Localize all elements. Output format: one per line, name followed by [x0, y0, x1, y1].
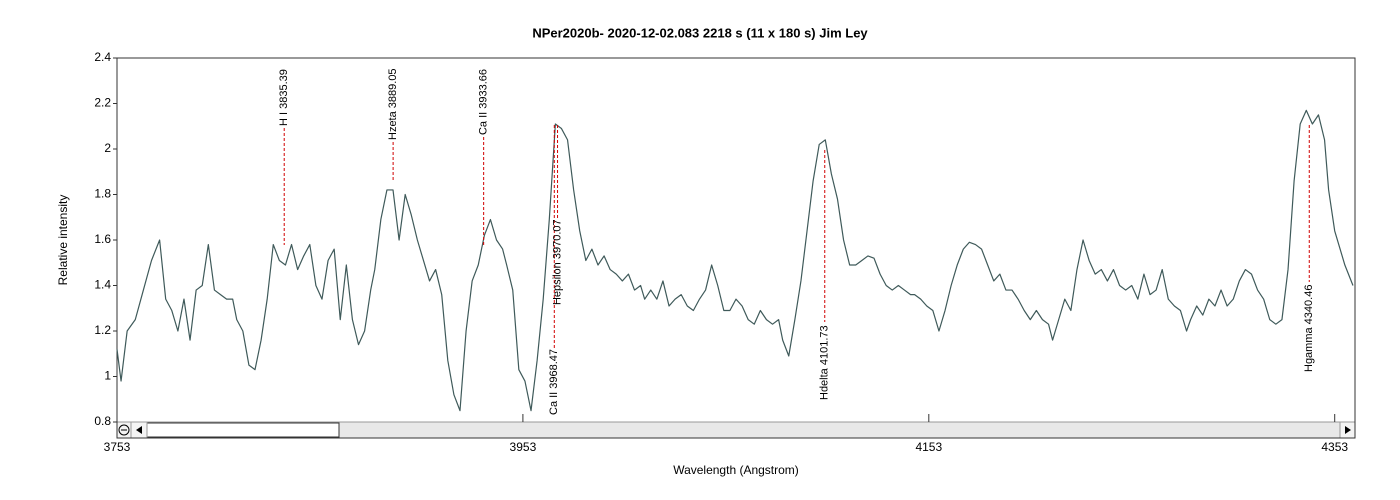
scroll-thumb[interactable] [146, 422, 340, 438]
x-tick-label: 4353 [1321, 440, 1348, 454]
scrollbar [116, 421, 1356, 439]
zoom-out-icon [118, 424, 130, 436]
plot-frame [116, 57, 1356, 439]
y-tick-label: 1.4 [94, 278, 111, 292]
annotation-label: Hgamma 4340.46 [1303, 285, 1315, 372]
y-axis-label: Relative intensity [56, 195, 70, 286]
annotation-label: Ca II 3968.47 [548, 349, 560, 415]
scroll-left-icon [136, 426, 142, 434]
y-tick-label: 1.2 [94, 323, 111, 337]
y-tick-label: 1 [104, 369, 111, 383]
annotation-label: Hzeta 3889.05 [387, 68, 399, 140]
y-tick-label: 1.6 [94, 232, 111, 246]
x-tick-label: 4153 [915, 440, 942, 454]
x-tick-label: 3953 [510, 440, 537, 454]
annotation-label: Ca II 3933.66 [478, 69, 490, 135]
annotation-label: Hepsilon 3970.07 [551, 219, 563, 305]
y-tick-label: 2.4 [94, 50, 111, 64]
annotation-label: H I 3835.39 [278, 69, 290, 126]
annotation-label: Hdelta 4101.73 [819, 325, 831, 400]
y-tick-label: 2 [104, 141, 111, 155]
y-tick-label: 2.2 [94, 96, 111, 110]
x-tick-label: 3753 [104, 440, 131, 454]
x-axis-label: Wavelength (Angstrom) [673, 463, 799, 477]
y-tick-label: 0.8 [94, 414, 111, 428]
chart-title: NPer2020b- 2020-12-02.083 2218 s (11 x 1… [532, 25, 868, 40]
scroll-right-icon [1345, 426, 1351, 434]
spectrum-line [116, 109, 1354, 412]
y-tick-label: 1.8 [94, 187, 111, 201]
